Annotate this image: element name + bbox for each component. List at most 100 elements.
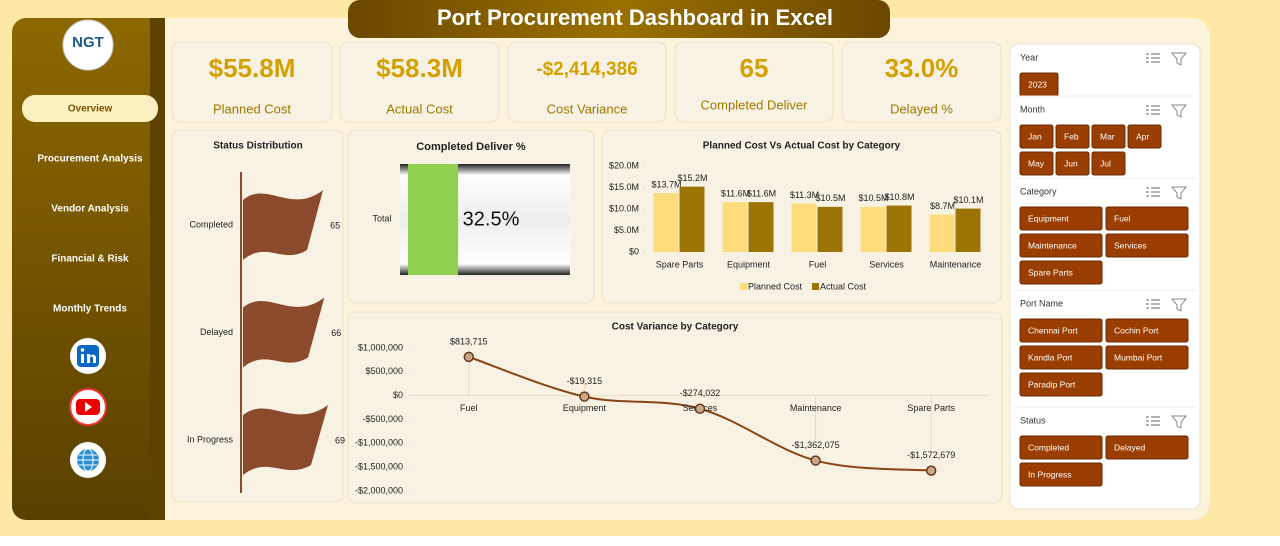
slicer-button-label[interactable]: Feb <box>1064 131 1079 141</box>
card <box>347 311 1003 504</box>
youtube-icon[interactable] <box>69 388 107 426</box>
slicer-button[interactable] <box>1019 233 1103 258</box>
slicer-button[interactable] <box>1019 260 1103 285</box>
slicer-button[interactable] <box>1019 372 1103 397</box>
slicer-button-label[interactable]: Jul <box>1100 158 1111 168</box>
slicer-button-label[interactable]: Chennai Port <box>1028 325 1078 335</box>
chart-title: Completed Deliver % <box>416 141 526 153</box>
nav-item[interactable]: Vendor Analysis <box>51 204 129 215</box>
slicer-button-label[interactable]: Jun <box>1064 158 1078 168</box>
value-label: $10.1M <box>953 195 983 205</box>
slicer-button-label[interactable]: Paradip Port <box>1028 379 1076 389</box>
multi-select-icon[interactable] <box>1146 416 1160 426</box>
nav-item[interactable]: Financial & Risk <box>51 254 129 265</box>
slicer-button[interactable] <box>1019 206 1103 231</box>
point <box>694 403 706 414</box>
slicer-button[interactable] <box>1105 318 1189 343</box>
x-tick-label: Maintenance <box>930 259 982 269</box>
slicer-button[interactable] <box>1019 124 1054 149</box>
slicer-button-label[interactable]: Spare Parts <box>1028 267 1073 277</box>
kpi-value: -$2,414,386 <box>536 59 637 80</box>
multi-select-icon[interactable] <box>1146 53 1160 63</box>
slicer-button-label[interactable]: Apr <box>1136 131 1149 141</box>
kpi-value: $58.3M <box>376 53 463 83</box>
clear-filter-icon[interactable] <box>1170 186 1188 200</box>
nav-item[interactable]: Overview <box>68 104 113 115</box>
x-tick-label: Equipment <box>563 403 607 413</box>
y-tick-label: -$2,000,000 <box>355 485 403 495</box>
value-label: 66 <box>331 328 341 338</box>
category-label: Completed <box>189 219 233 229</box>
bar <box>653 193 679 252</box>
slicer-button[interactable] <box>1019 151 1054 176</box>
slicer-button-label[interactable]: May <box>1028 158 1045 168</box>
slicer-button-label[interactable]: Maintenance <box>1028 240 1077 250</box>
value-label: -$274,032 <box>680 388 721 398</box>
kpi-value: 65 <box>740 53 769 83</box>
slicer-button[interactable] <box>1019 318 1103 343</box>
slicer-button[interactable] <box>1105 206 1189 231</box>
bar <box>791 203 817 252</box>
slicer-button-label[interactable]: Services <box>1114 240 1147 250</box>
multi-select-icon[interactable] <box>1146 105 1160 115</box>
bar <box>748 202 774 252</box>
slicer-button-label[interactable]: Equipment <box>1028 213 1069 223</box>
legend-swatch <box>812 283 819 290</box>
bar <box>929 214 955 252</box>
slicer-button[interactable] <box>1055 151 1090 176</box>
clear-filter-icon[interactable] <box>1170 52 1188 66</box>
slicer-button[interactable] <box>1019 345 1103 370</box>
clear-filter-icon[interactable] <box>1170 298 1188 312</box>
slicer-button-label[interactable]: Delayed <box>1114 442 1145 452</box>
category-label: Total <box>372 213 391 223</box>
slicer-button-label[interactable]: Mumbai Port <box>1114 352 1163 362</box>
slicer-button-label[interactable]: Fuel <box>1114 213 1131 223</box>
multi-select-icon[interactable] <box>1146 187 1160 197</box>
slicer-button[interactable] <box>1019 462 1103 487</box>
slicer-button-label[interactable]: Mar <box>1100 131 1115 141</box>
clear-filter-icon[interactable] <box>1170 415 1188 429</box>
slicer-button[interactable] <box>1091 151 1126 176</box>
slicer-button-label[interactable]: Kandla Port <box>1028 352 1073 362</box>
linkedin-icon[interactable] <box>70 338 106 374</box>
nav-item[interactable]: Procurement Analysis <box>37 154 143 165</box>
y-tick-label: $1,000,000 <box>358 342 403 352</box>
slicer-title: Status <box>1020 415 1046 425</box>
slicer-button-label[interactable]: Completed <box>1028 442 1069 452</box>
slicer-button[interactable] <box>1105 435 1189 460</box>
y-tick-label: -$500,000 <box>362 414 403 424</box>
slicer-title: Year <box>1020 52 1038 62</box>
slicer-button[interactable] <box>1105 345 1189 370</box>
slicer-button[interactable] <box>1055 124 1090 149</box>
bar <box>955 208 981 252</box>
point <box>810 455 821 466</box>
slicer-title: Port Name <box>1020 298 1063 308</box>
y-tick-label: $15.0M <box>609 182 639 192</box>
web-icon[interactable] <box>70 442 106 478</box>
slicer-button-label[interactable]: Cochin Port <box>1114 325 1159 335</box>
bar <box>860 206 886 252</box>
slicer-title: Month <box>1020 104 1045 114</box>
slicer-button[interactable] <box>1127 124 1162 149</box>
slicer-button[interactable] <box>1105 233 1189 258</box>
x-tick-label: Equipment <box>727 259 771 269</box>
value-label: 69 <box>335 435 345 445</box>
y-tick-label: -$1,500,000 <box>355 462 403 472</box>
slicer-button-label[interactable]: In Progress <box>1028 469 1071 479</box>
logo <box>62 19 114 71</box>
y-tick-label: $10.0M <box>609 203 639 213</box>
kpi-value: $55.8M <box>209 53 296 83</box>
value-label: $813,715 <box>450 336 488 346</box>
clear-filter-icon[interactable] <box>1170 104 1188 118</box>
nav-item[interactable]: Monthly Trends <box>53 304 127 315</box>
slicer-button[interactable] <box>1019 435 1103 460</box>
chart-title: Cost Variance by Category <box>612 322 739 333</box>
bar <box>886 205 912 252</box>
slicer-button-label[interactable]: 2023 <box>1028 79 1047 89</box>
value-label: $8.7M <box>930 201 955 211</box>
slicer-button-label[interactable]: Jan <box>1028 131 1042 141</box>
multi-select-icon[interactable] <box>1146 299 1160 309</box>
chart-title: Planned Cost Vs Actual Cost by Category <box>703 141 901 152</box>
slicer-button[interactable] <box>1091 124 1126 149</box>
